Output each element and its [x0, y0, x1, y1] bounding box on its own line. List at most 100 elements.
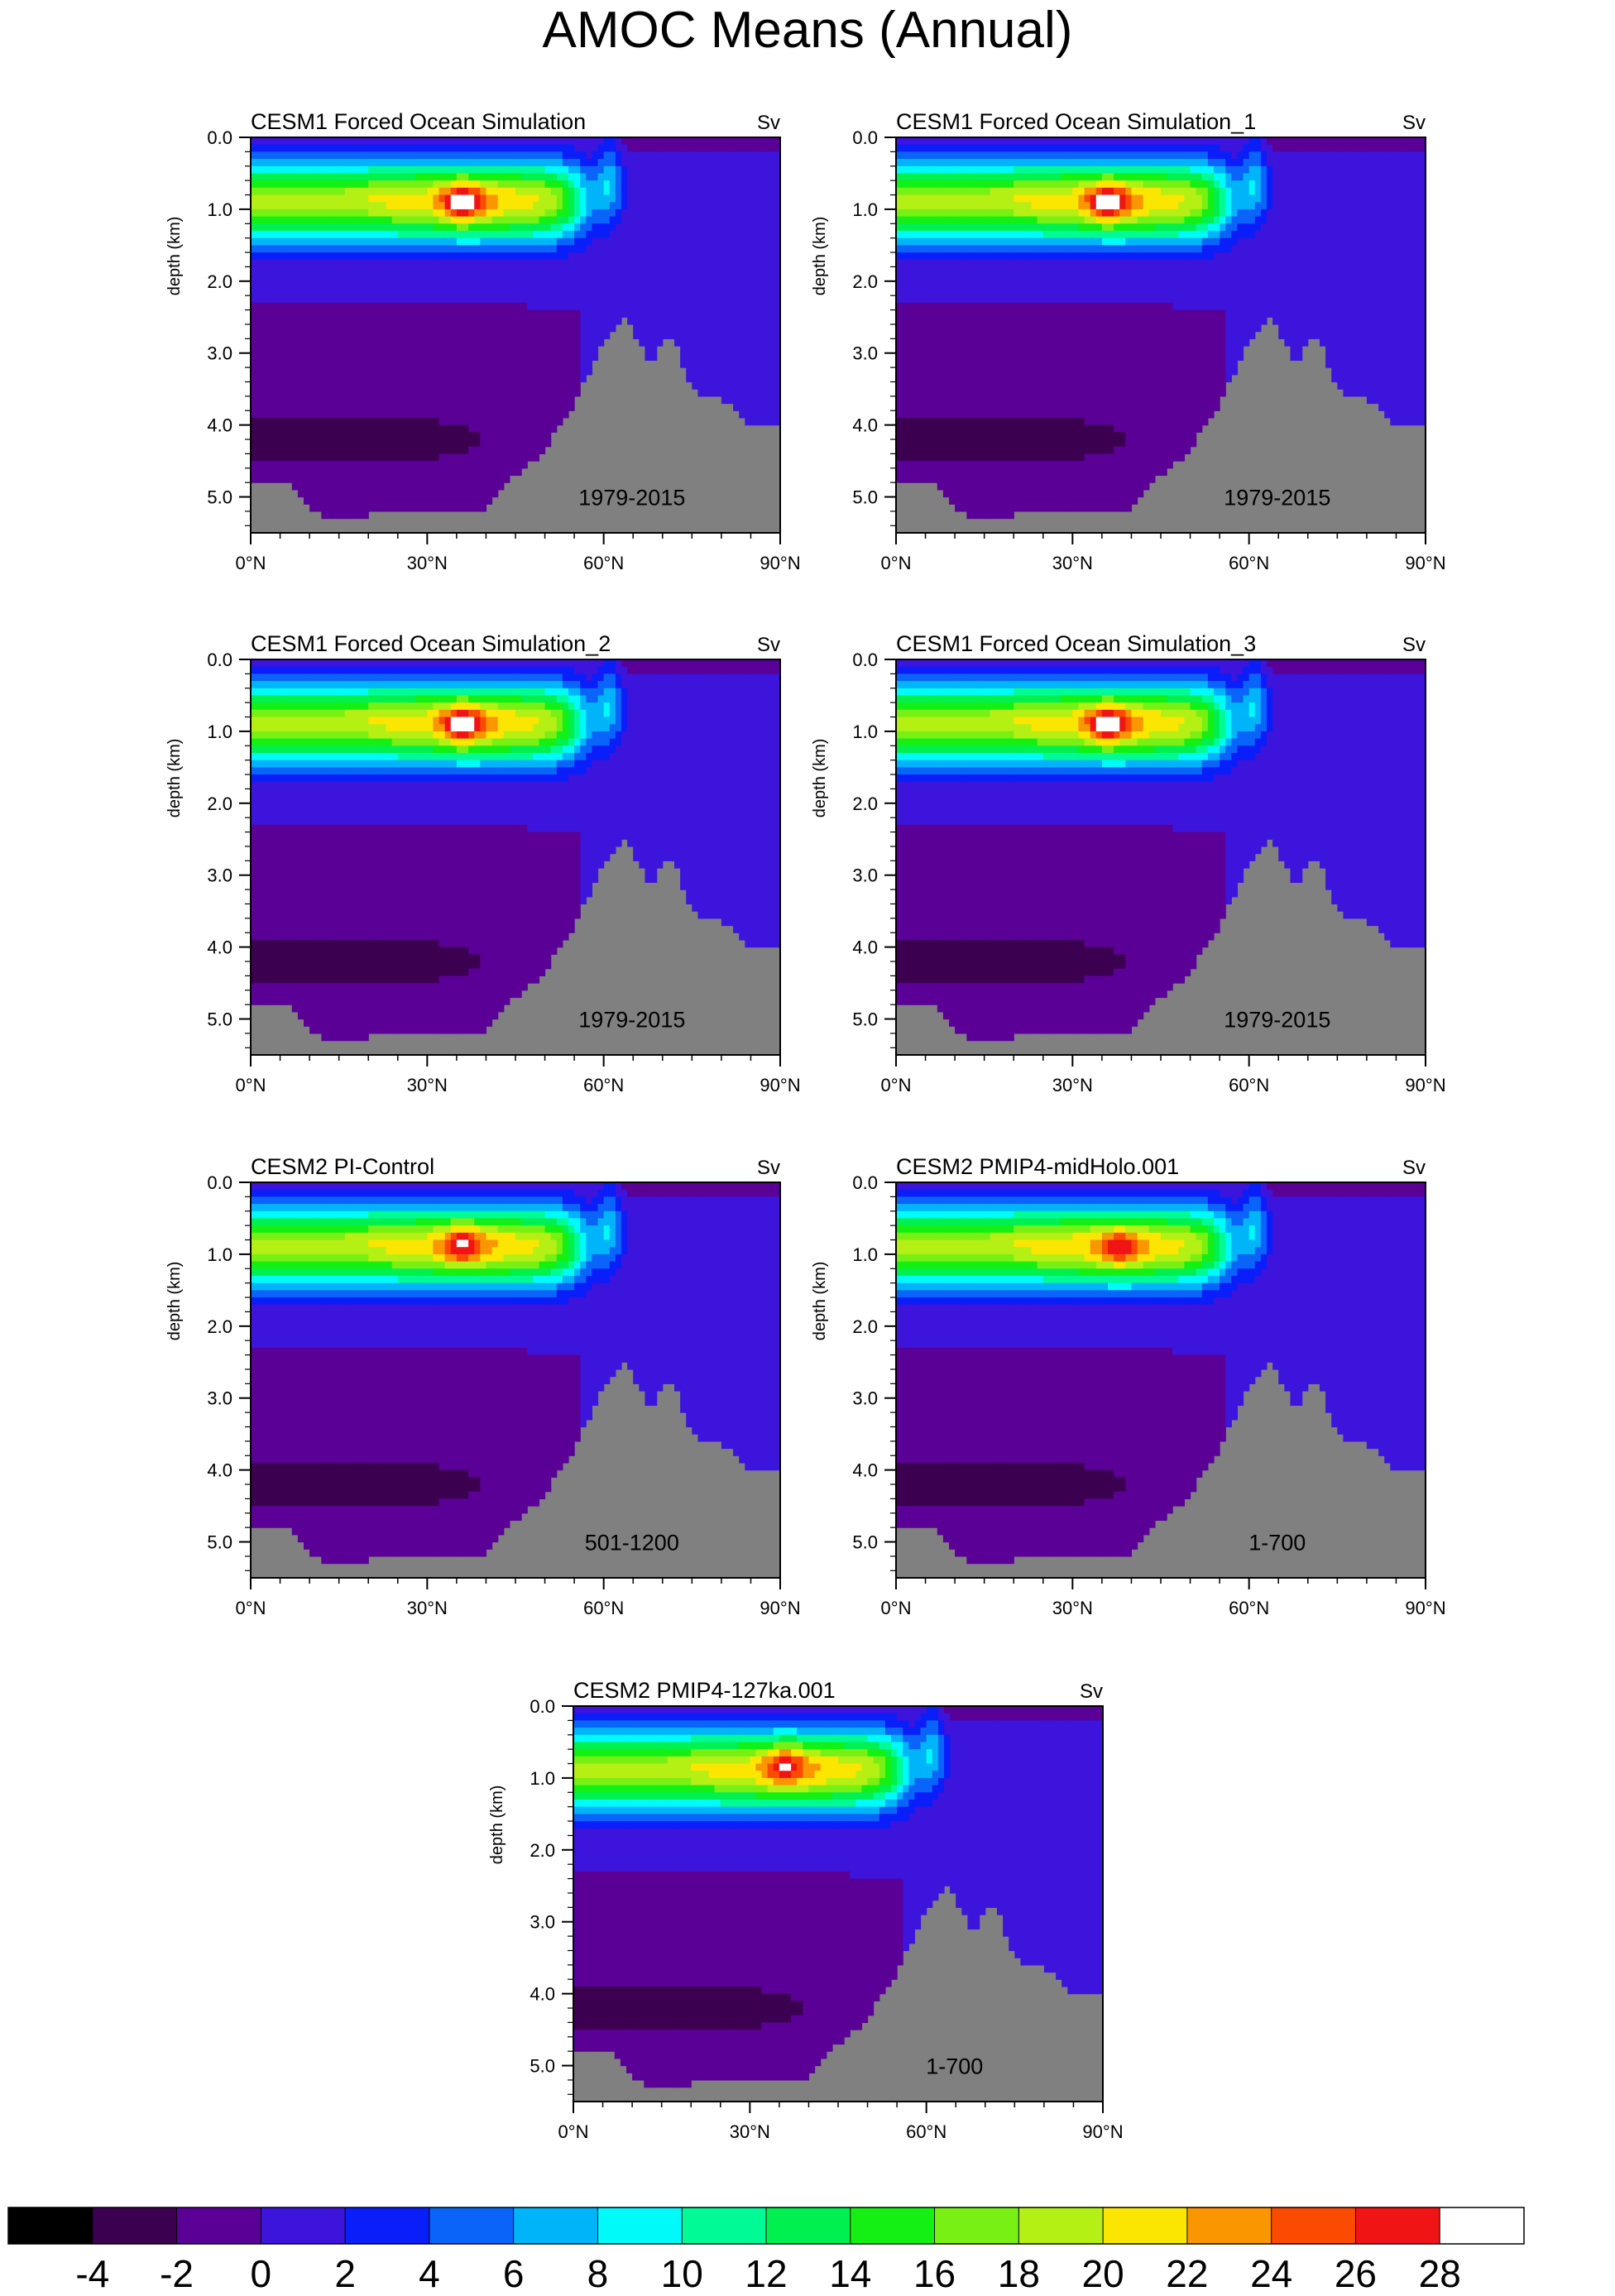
field-cell	[978, 324, 985, 333]
field-cell	[251, 374, 257, 383]
field-cell	[291, 151, 299, 160]
field-cell	[586, 317, 593, 325]
field-cell	[908, 395, 914, 405]
field-cell	[1002, 504, 1009, 512]
field-cell	[386, 187, 393, 196]
field-cell	[486, 173, 493, 181]
field-cell	[391, 352, 399, 362]
field-cell	[750, 173, 758, 181]
field-cell	[486, 317, 493, 325]
field-cell	[397, 374, 405, 383]
field-cell	[574, 266, 581, 275]
field-cell	[456, 194, 463, 203]
field-cell	[972, 324, 980, 333]
field-cell	[410, 266, 416, 275]
field-cell	[515, 453, 522, 462]
field-cell	[955, 424, 961, 433]
field-cell	[550, 374, 558, 383]
field-cell	[362, 424, 369, 433]
field-cell	[321, 252, 328, 261]
field-cell	[421, 403, 428, 411]
field-cell	[955, 259, 961, 268]
field-cell	[256, 209, 263, 218]
field-cell	[427, 151, 434, 160]
field-cell	[697, 194, 705, 203]
field-cell	[937, 410, 944, 419]
field-cell	[327, 230, 334, 239]
field-cell	[650, 137, 658, 146]
field-cell	[1002, 280, 1009, 290]
field-cell	[942, 346, 950, 354]
field-cell	[597, 295, 605, 304]
field-cell	[315, 252, 322, 261]
field-cell	[410, 324, 416, 333]
field-cell	[527, 137, 534, 146]
field-cell	[297, 252, 304, 261]
field-cell	[931, 439, 938, 448]
field-cell	[942, 352, 950, 362]
field-cell	[456, 165, 463, 175]
field-cell	[468, 295, 475, 304]
field-cell	[908, 187, 914, 196]
field-cell	[674, 252, 681, 261]
field-cell	[709, 280, 716, 290]
field-cell	[615, 180, 622, 189]
field-cell	[692, 151, 699, 160]
field-cell	[304, 216, 310, 224]
field-cell	[568, 374, 575, 383]
field-cell	[597, 209, 605, 218]
field-cell	[480, 194, 487, 203]
field-cell	[539, 252, 546, 261]
field-cell	[1002, 446, 1009, 454]
field-cell	[338, 467, 346, 477]
field-cell	[256, 266, 263, 275]
field-cell	[913, 245, 921, 253]
field-cell	[990, 237, 997, 246]
field-cell	[321, 309, 328, 318]
field-cell	[285, 317, 293, 325]
field-cell	[427, 482, 434, 491]
field-cell	[280, 475, 287, 483]
field-cell	[503, 151, 510, 160]
field-cell	[391, 280, 399, 290]
field-cell	[486, 151, 493, 160]
field-cell	[468, 173, 475, 181]
field-cell	[721, 389, 728, 397]
field-cell	[333, 252, 340, 261]
field-cell	[955, 346, 961, 354]
field-cell	[533, 216, 540, 224]
field-cell	[984, 475, 991, 483]
field-cell	[609, 216, 616, 224]
field-cell	[562, 223, 569, 232]
field-cell	[568, 209, 575, 218]
field-cell	[380, 266, 387, 275]
field-cell	[497, 482, 505, 491]
field-cell	[357, 137, 363, 146]
field-cell	[515, 194, 522, 203]
field-cell	[262, 259, 269, 268]
field-cell	[902, 245, 908, 253]
field-cell	[639, 302, 646, 311]
x-tick-label: 60°N	[583, 553, 624, 573]
field-cell	[756, 230, 764, 239]
field-cell	[268, 475, 276, 483]
field-cell	[937, 317, 944, 325]
field-cell	[995, 496, 1003, 505]
field-cell	[902, 280, 908, 290]
field-cell	[674, 266, 681, 275]
field-cell	[274, 144, 281, 152]
field-cell	[603, 237, 611, 246]
field-cell	[633, 144, 640, 152]
field-cell	[338, 187, 346, 196]
field-cell	[639, 237, 646, 246]
field-cell	[438, 381, 446, 390]
field-cell	[280, 144, 287, 152]
field-cell	[285, 331, 293, 339]
field-cell	[739, 395, 745, 405]
field-cell	[550, 395, 558, 405]
field-cell	[533, 410, 540, 419]
field-cell	[433, 367, 440, 376]
field-cell	[462, 453, 469, 462]
field-cell	[931, 259, 938, 268]
field-cell	[297, 338, 304, 347]
